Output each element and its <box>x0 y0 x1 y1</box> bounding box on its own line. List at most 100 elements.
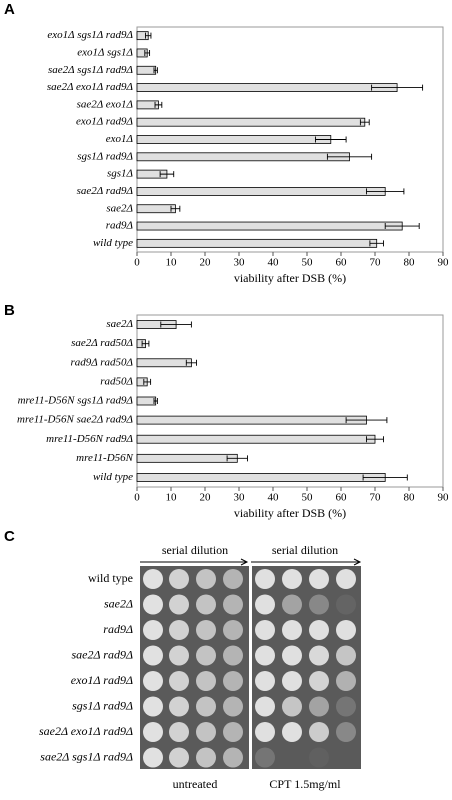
y-tick-label: sgs1Δ rad9Δ <box>77 150 133 162</box>
spot <box>196 696 216 717</box>
row-label: wild type <box>88 571 133 585</box>
x-tick-label: 10 <box>166 257 178 269</box>
condition-label: untreated <box>173 777 218 791</box>
x-tick-label: 80 <box>404 257 416 269</box>
spot <box>196 594 216 615</box>
spot <box>309 747 329 768</box>
spot <box>196 747 216 768</box>
y-tick-label: mre11-D56N sgs1Δ rad9Δ <box>18 395 133 407</box>
y-tick-label: rad50Δ <box>100 375 133 387</box>
bar <box>136 117 366 127</box>
spot <box>255 620 275 640</box>
error-bar <box>141 340 150 347</box>
x-tick-label: 20 <box>200 492 212 504</box>
spot <box>336 645 356 666</box>
spot <box>196 620 216 640</box>
y-tick-label: sgs1Δ <box>107 168 133 180</box>
spot <box>282 696 302 717</box>
spot <box>169 594 189 615</box>
error-bar <box>315 136 347 143</box>
x-tick-label: 60 <box>336 492 348 504</box>
error-bar <box>326 153 373 160</box>
spot <box>169 747 189 768</box>
spot <box>196 569 216 589</box>
x-tick-label: 50 <box>302 257 314 269</box>
bar <box>136 83 398 92</box>
bar <box>136 204 176 214</box>
column-header: serial dilution <box>272 543 338 557</box>
bar <box>136 434 376 444</box>
row-label: sae2Δ rad9Δ <box>71 647 133 661</box>
error-bar <box>366 436 384 443</box>
spot <box>223 722 243 742</box>
spot <box>143 620 163 640</box>
bar <box>136 65 157 75</box>
x-axis-label: viability after DSB (%) <box>234 506 346 520</box>
spot <box>309 569 329 589</box>
spot <box>282 722 302 742</box>
spot <box>336 696 356 717</box>
x-tick-label: 0 <box>134 492 140 504</box>
row-label: sgs1Δ rad9Δ <box>72 698 133 712</box>
error-bar <box>384 223 420 230</box>
row-label: rad9Δ <box>103 622 133 636</box>
spot <box>309 671 329 691</box>
spot <box>223 696 243 717</box>
x-tick-label: 80 <box>404 492 416 504</box>
error-bar <box>371 84 424 91</box>
spot <box>309 722 329 742</box>
error-bar <box>153 67 158 74</box>
bar <box>136 135 332 144</box>
spot <box>223 620 243 640</box>
y-tick-label: rad9Δ rad50Δ <box>70 356 133 368</box>
spot <box>143 696 163 717</box>
x-axis-label: viability after DSB (%) <box>234 271 346 285</box>
bar <box>136 453 238 463</box>
y-tick-label: exo1Δ sgs1Δ <box>77 46 133 58</box>
spot <box>282 620 302 640</box>
bar <box>136 187 386 196</box>
error-bar <box>143 378 152 385</box>
x-tick-label: 90 <box>438 257 450 269</box>
arrow <box>140 558 249 566</box>
error-bar <box>359 119 370 126</box>
column-header: serial dilution <box>162 543 228 557</box>
spot <box>223 645 243 666</box>
spot <box>255 722 275 742</box>
spot <box>255 645 275 666</box>
x-tick-label: 30 <box>234 257 246 269</box>
y-tick-label: sae2Δ exo1Δ rad9Δ <box>47 81 133 93</box>
arrow <box>251 558 362 566</box>
error-bar <box>366 188 405 195</box>
panel-label: C <box>4 528 15 545</box>
spot <box>169 569 189 589</box>
spot <box>143 747 163 768</box>
spot <box>309 696 329 717</box>
spot <box>309 594 329 615</box>
spot <box>282 645 302 666</box>
panel-label: B <box>4 302 15 319</box>
x-tick-label: 30 <box>234 492 246 504</box>
spot <box>143 645 163 666</box>
spot <box>169 620 189 640</box>
x-tick-label: 70 <box>370 257 382 269</box>
x-tick-label: 40 <box>268 492 280 504</box>
error-bar <box>369 240 384 247</box>
y-tick-label: mre11-D56N <box>76 452 133 464</box>
y-tick-label: exo1Δ <box>106 133 133 145</box>
x-tick-label: 10 <box>166 492 178 504</box>
spot <box>336 620 356 640</box>
bar <box>136 415 367 425</box>
y-tick-label: sae2Δ sgs1Δ rad9Δ <box>48 64 133 76</box>
y-tick-label: sae2Δ exo1Δ <box>77 98 133 110</box>
spot <box>255 696 275 717</box>
y-tick-label: wild type <box>93 237 133 249</box>
bar <box>136 221 403 231</box>
spot <box>336 671 356 691</box>
error-bar <box>160 321 192 328</box>
spot <box>336 569 356 589</box>
error-bar <box>170 205 181 212</box>
error-bar <box>159 171 175 178</box>
spot <box>169 645 189 666</box>
x-tick-label: 40 <box>268 257 280 269</box>
